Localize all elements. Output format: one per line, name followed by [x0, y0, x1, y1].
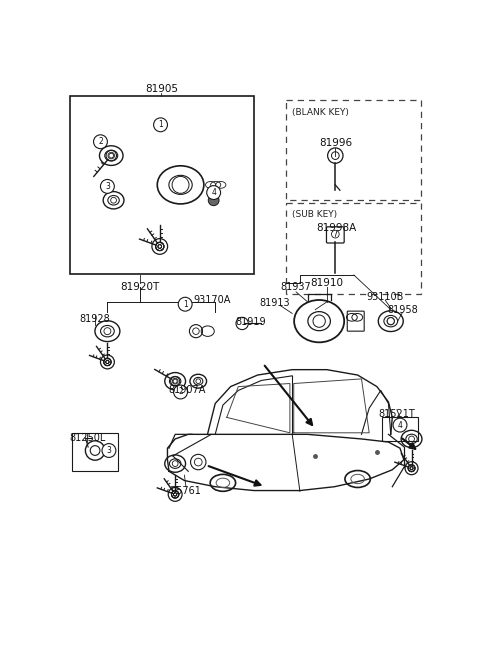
Text: 81250L: 81250L: [69, 433, 106, 443]
Text: 2: 2: [98, 138, 103, 146]
Text: 81958: 81958: [387, 305, 418, 314]
Circle shape: [102, 443, 116, 457]
Text: 81928: 81928: [80, 314, 110, 324]
Circle shape: [178, 297, 192, 311]
Text: 3: 3: [107, 446, 111, 455]
Text: 81920T: 81920T: [120, 282, 159, 291]
Circle shape: [174, 385, 188, 399]
Circle shape: [393, 418, 407, 432]
Text: 81996: 81996: [319, 138, 352, 148]
Text: 81937: 81937: [281, 282, 312, 291]
Text: 95761: 95761: [170, 485, 202, 496]
Text: 93170A: 93170A: [193, 295, 231, 305]
Circle shape: [208, 195, 219, 206]
Text: 81905: 81905: [145, 84, 178, 94]
Text: 81907A: 81907A: [169, 385, 206, 396]
Text: 2: 2: [178, 388, 183, 396]
Circle shape: [207, 185, 221, 200]
Circle shape: [100, 179, 114, 193]
Text: 81521T: 81521T: [379, 409, 415, 419]
Text: 81913: 81913: [259, 299, 290, 309]
Text: 4: 4: [211, 188, 216, 197]
Bar: [72, 433, 118, 472]
Text: (SUB KEY): (SUB KEY): [292, 210, 337, 219]
Text: 81910: 81910: [311, 278, 343, 288]
Bar: [382, 417, 419, 441]
Text: 1: 1: [183, 300, 188, 309]
Text: 81919: 81919: [235, 317, 266, 327]
Text: 3: 3: [105, 182, 110, 191]
Text: 81998A: 81998A: [317, 223, 357, 233]
Text: (BLANK KEY): (BLANK KEY): [292, 108, 349, 117]
Circle shape: [94, 135, 108, 149]
Text: 93110B: 93110B: [367, 292, 404, 302]
Text: 1: 1: [158, 121, 163, 129]
Bar: [71, 96, 254, 274]
Text: 4: 4: [397, 421, 402, 430]
Circle shape: [154, 118, 168, 132]
